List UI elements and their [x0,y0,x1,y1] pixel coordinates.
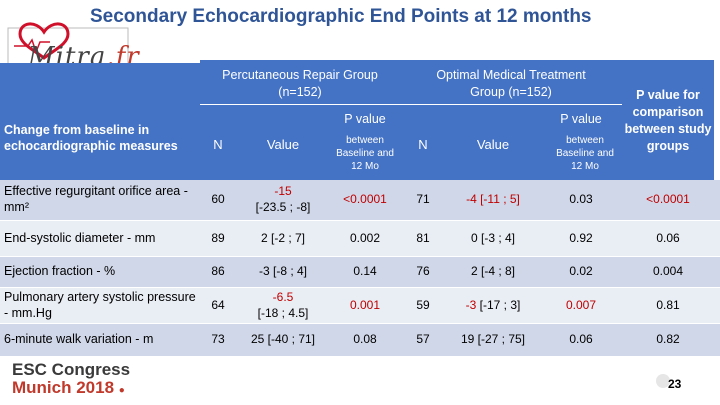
group2-n-header: N [418,136,428,152]
table-cell-n1: 73 [211,332,225,347]
group1-pvalue-header: P value [344,112,386,126]
table-row-label: 6-minute walk variation - m [4,332,154,347]
table-cell-p2: 0.03 [569,192,593,207]
table-row-label: Effective regurgitant orifice area - mm² [4,184,188,214]
row-band-3 [0,257,720,287]
table-cell-pcomparison: 0.06 [656,230,680,245]
row-label-header: Change from baseline in echocardiographi… [4,123,178,153]
table-cell-n1: 89 [211,230,225,245]
table-cell-p2: 0.06 [569,332,593,347]
slide-title: Secondary Echocardiographic End Points a… [90,6,592,27]
table-cell-value2: -4 [-11 ; 5] [446,180,540,220]
table-cell-value2: -3 [-17 ; 3] [446,288,540,323]
table-cell-n1: 64 [211,297,225,312]
group2-n: Group (n=152) [470,85,552,99]
header-group2-block [400,60,622,180]
value1-main: -6.5 [272,289,294,304]
header-group1-block [200,60,400,180]
group2-value-header: Value [476,136,510,152]
table-cell-value1: -15 [-23.5 ; -8] [236,180,330,220]
value1-main: -15 [274,184,292,199]
table-cell-value1: -6.5 [-18 ; 4.5] [236,288,330,323]
table-cell-pcomparison: 0.004 [652,264,684,279]
table-cell-p2: 0.92 [569,230,593,245]
header-comparison-block [622,60,714,180]
row-band-1 [0,180,720,220]
esc-line1: ESC Congress [12,360,131,379]
table-cell-p2: 0.007 [565,297,597,312]
row-band-5 [0,324,720,356]
group1-header: Percutaneous Repair Group (n=152) [200,64,400,104]
table-cell-p1: <0.0001 [343,192,387,207]
table-row-label: Ejection fraction - % [4,264,116,279]
value1-range: [-18 ; 4.5] [257,305,309,320]
group1-n: (n=152) [278,85,322,99]
table-cell-n1: 86 [211,264,225,279]
esc-dot-icon: ● [118,385,125,396]
value2-main: -3 [465,297,477,312]
table-cell-p2: 0.02 [569,264,593,279]
value1-range: [-23.5 ; -8] [255,200,311,214]
table-cell-n2: 59 [416,297,430,312]
page-number: 23 [668,377,682,391]
group1-value-header: Value [266,136,300,152]
header-divider [200,104,622,105]
table-cell-value1: 2 [-2 ; 7] [260,230,306,245]
page-indicator-icon [656,374,670,388]
table-row-label: Pulmonary artery systolic pressure - mm.… [4,289,196,320]
group2-pvalue-subheader: between Baseline and 12 Mo [556,134,614,172]
table-cell-n1: 60 [211,192,225,207]
table-cell-value1: -3 [-8 ; 4] [258,264,308,279]
table-cell-value2: 2 [-4 ; 8] [470,264,516,279]
group2-name: Optimal Medical Treatment [436,68,586,83]
group1-name: Percutaneous Repair Group [222,68,378,83]
table-cell-pcomparison: 0.82 [656,332,680,347]
value2-range: [-17 ; 3] [479,297,521,312]
table-cell-p1: 0.14 [353,264,377,279]
table-cell-pcomparison: <0.0001 [646,192,690,207]
group1-pvalue-subheader: between Baseline and 12 Mo [336,134,394,172]
value2-text: -4 [-11 ; 5] [466,192,520,207]
table-row-label: End-systolic diameter - mm [4,230,156,245]
table-cell-n2: 71 [416,192,430,207]
header-left-block [0,63,200,180]
table-cell-p1: 0.001 [349,297,381,312]
table-cell-value2: 0 [-3 ; 4] [470,230,516,245]
mitra-logo: Mitra.fr [6,14,139,72]
group2-pvalue-header: P value [560,112,602,126]
comparison-header: P value for comparison between study gro… [624,88,712,153]
group2-header: Optimal Medical Treatment Group (n=152) [400,64,622,104]
row-band-4 [0,288,720,323]
group1-n-header: N [213,136,223,152]
table-cell-pcomparison: 0.81 [656,297,680,312]
table-cell-n2: 57 [416,332,430,347]
esc-line2: Munich 2018 ● [12,378,125,397]
table-cell-n2: 76 [416,264,430,279]
esc-congress-logo: ESC Congress Munich 2018 ● [12,361,130,400]
table-cell-value2: 19 [-27 ; 75] [460,332,526,347]
table-cell-p1: 0.002 [349,230,381,245]
table-cell-p1: 0.08 [353,332,377,347]
row-band-2 [0,221,720,256]
table-cell-value1: 25 [-40 ; 71] [250,332,316,347]
table-cell-n2: 81 [416,230,430,245]
